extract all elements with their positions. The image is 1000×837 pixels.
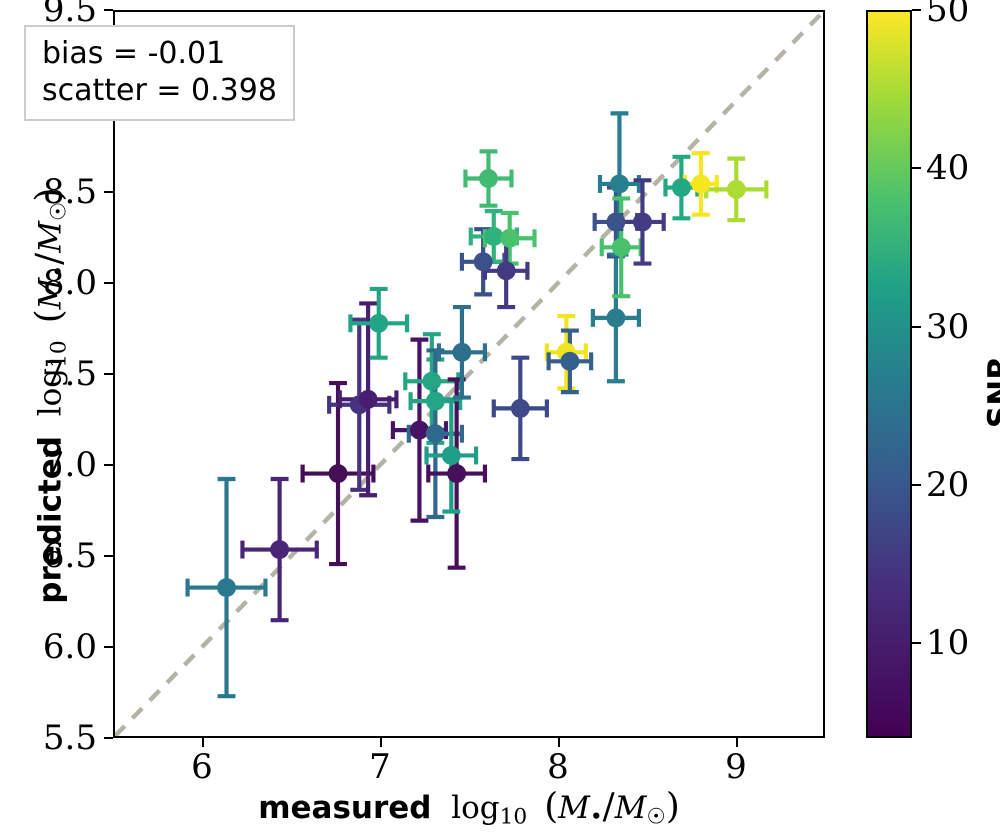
y-tick-mark bbox=[104, 464, 113, 467]
data-point bbox=[452, 342, 472, 362]
plot-area bbox=[113, 10, 825, 738]
colorbar-tick-mark bbox=[912, 167, 921, 170]
data-point bbox=[500, 228, 520, 248]
data-point bbox=[422, 371, 442, 391]
data-point bbox=[606, 212, 626, 232]
bias-text: bias = -0.01 bbox=[42, 36, 226, 71]
data-point bbox=[328, 464, 348, 483]
data-point bbox=[447, 464, 467, 483]
y-tick-mark bbox=[104, 555, 113, 558]
y-axis-title: predicted log10 (M•/M☉) bbox=[28, 187, 72, 604]
error-bars-layer bbox=[185, 111, 769, 699]
data-point bbox=[409, 420, 429, 440]
statistics-annotation-box: bias = -0.01 scatter = 0.398 bbox=[24, 25, 295, 122]
data-point bbox=[671, 178, 691, 198]
x-tick-label: 9 bbox=[725, 747, 747, 787]
y-tick-label: 7.5 bbox=[42, 354, 97, 394]
scatter-text: scatter = 0.398 bbox=[42, 73, 277, 109]
colorbar-tick-mark bbox=[912, 642, 921, 645]
colorbar-tick-label: 50 bbox=[926, 0, 970, 30]
data-point bbox=[510, 398, 530, 418]
data-point bbox=[369, 313, 389, 333]
colorbar-tick-mark bbox=[912, 9, 921, 12]
x-tick-label: 6 bbox=[191, 747, 213, 787]
colorbar-tick-mark bbox=[912, 483, 921, 486]
colorbar-gradient bbox=[866, 10, 912, 738]
x-tick-label: 7 bbox=[369, 747, 391, 787]
colorbar-tick-label: 30 bbox=[926, 306, 970, 347]
data-point bbox=[217, 578, 236, 598]
data-markers-layer bbox=[217, 169, 746, 598]
colorbar-tick-mark bbox=[912, 325, 921, 328]
data-point bbox=[270, 540, 290, 560]
y-tick-label: 5.5 bbox=[42, 718, 97, 758]
y-tick-mark bbox=[104, 646, 113, 649]
y-tick-label: 9.5 bbox=[42, 0, 97, 30]
data-point bbox=[425, 424, 445, 444]
data-point bbox=[496, 261, 516, 281]
x-axis-title: measured log10 (M•/M☉) bbox=[258, 786, 680, 830]
x-tick-label: 8 bbox=[547, 747, 569, 787]
data-point bbox=[484, 226, 504, 246]
one-to-one-reference-line bbox=[115, 12, 823, 736]
colorbar-tick-label: 40 bbox=[926, 148, 970, 189]
data-point bbox=[425, 391, 445, 411]
y-tick-mark bbox=[104, 282, 113, 285]
x-axis-ticks bbox=[0, 738, 1000, 750]
scatter-canvas bbox=[115, 12, 823, 736]
data-point bbox=[610, 174, 629, 194]
x-tick-mark bbox=[202, 738, 205, 747]
y-tick-mark bbox=[104, 737, 113, 740]
data-point bbox=[441, 446, 461, 465]
colorbar-tick-label: 10 bbox=[926, 623, 970, 664]
y-tick-label: 6.0 bbox=[42, 627, 97, 667]
data-point bbox=[473, 252, 493, 272]
data-point bbox=[606, 308, 626, 328]
data-point bbox=[358, 389, 378, 409]
data-point bbox=[691, 174, 711, 194]
y-tick-label: 7.0 bbox=[42, 445, 97, 485]
data-point bbox=[633, 212, 652, 232]
data-point bbox=[726, 179, 746, 199]
data-point bbox=[611, 237, 631, 257]
y-tick-mark bbox=[104, 373, 113, 376]
x-tick-mark bbox=[736, 738, 739, 747]
data-point bbox=[560, 351, 580, 371]
colorbar-tick-label: 20 bbox=[926, 464, 970, 505]
data-point bbox=[479, 169, 498, 188]
y-tick-label: 8.5 bbox=[42, 172, 97, 212]
y-tick-mark bbox=[104, 191, 113, 194]
x-tick-mark bbox=[380, 738, 383, 747]
y-tick-label: 8.0 bbox=[42, 263, 97, 303]
x-tick-mark bbox=[558, 738, 561, 747]
colorbar: 10 20 30 40 50 bbox=[866, 0, 969, 738]
y-tick-mark bbox=[104, 9, 113, 12]
colorbar-title: SNR bbox=[982, 355, 1000, 429]
y-tick-label: 6.5 bbox=[42, 536, 97, 576]
